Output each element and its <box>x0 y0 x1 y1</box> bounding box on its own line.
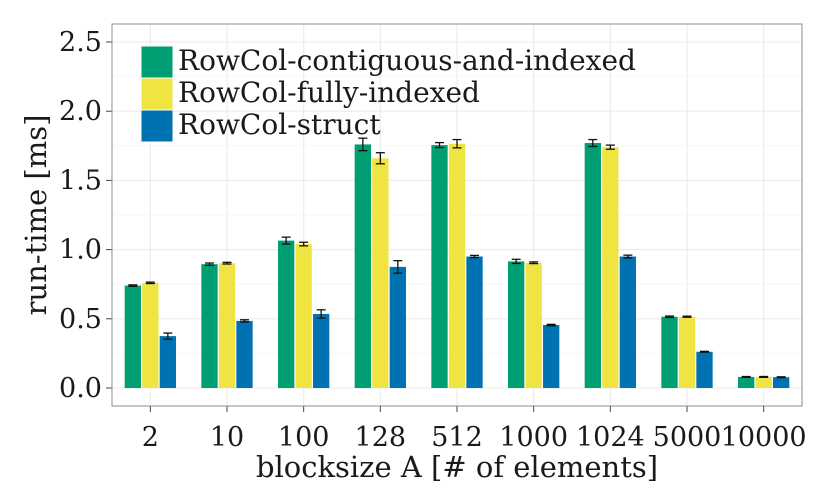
bar-series <box>124 143 790 389</box>
x-tick-label: 10 <box>210 422 244 453</box>
bar <box>278 240 295 389</box>
bar <box>755 376 772 389</box>
x-tick-label: 100 <box>278 422 330 453</box>
legend-label: RowCol-fully-indexed <box>178 76 480 109</box>
bar <box>159 336 176 389</box>
y-tick-label: 0.0 <box>59 373 102 404</box>
legend-label: RowCol-contiguous-and-indexed <box>178 44 636 77</box>
bar <box>218 263 236 389</box>
error-bars <box>128 137 786 379</box>
y-axis-title: run-time [ms] <box>19 115 53 316</box>
legend: RowCol-contiguous-and-indexedRowCol-full… <box>140 44 636 143</box>
bar <box>508 261 525 389</box>
x-axis-title: blocksize A [# of elements] <box>256 450 658 484</box>
legend-label: RowCol-struct <box>178 108 381 141</box>
x-tick-label: 10000 <box>721 422 807 453</box>
plot-panel-border <box>111 23 803 407</box>
bar <box>389 266 406 389</box>
bar <box>738 376 755 389</box>
bar <box>354 144 371 389</box>
y-tick-label: 2.0 <box>59 96 102 127</box>
bar <box>295 244 312 389</box>
x-axis: 2 10 100 128 512 1000 1024 5000 10000 <box>142 406 807 453</box>
y-tick-label: 1.5 <box>59 165 102 196</box>
bar <box>372 158 389 389</box>
legend-key <box>140 45 174 79</box>
bar <box>525 262 542 389</box>
x-tick-label: 512 <box>431 422 483 453</box>
bar <box>661 316 678 389</box>
x-tick-label: 128 <box>355 422 407 453</box>
y-tick-label: 2.5 <box>59 27 102 58</box>
x-tick-label: 2 <box>142 422 159 453</box>
x-tick-label: 1024 <box>576 422 645 453</box>
y-tick-label: 1.0 <box>59 235 102 266</box>
bar <box>448 143 466 389</box>
bar <box>313 313 330 389</box>
bar <box>201 264 218 389</box>
bar <box>678 316 696 389</box>
bar <box>773 377 790 389</box>
bar <box>584 143 601 389</box>
bar <box>602 147 619 389</box>
bar <box>124 285 141 389</box>
bar <box>431 145 448 389</box>
y-axis: 0.0 0.5 1.0 1.5 2.0 2.5 <box>59 27 112 404</box>
y-tick-label: 0.5 <box>59 304 102 335</box>
x-tick-label: 5000 <box>653 422 722 453</box>
bar <box>543 325 560 389</box>
bar <box>236 320 253 389</box>
bar <box>142 282 159 389</box>
legend-key <box>140 77 174 111</box>
legend-key <box>140 109 174 143</box>
bar <box>466 256 483 389</box>
bar <box>696 351 713 389</box>
bar <box>619 256 636 389</box>
x-tick-label: 1000 <box>499 422 568 453</box>
